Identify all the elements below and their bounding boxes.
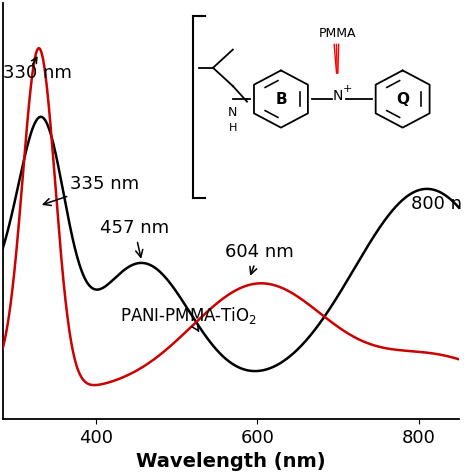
Text: 457 nm: 457 nm <box>100 219 169 257</box>
Text: 335 nm: 335 nm <box>44 175 139 206</box>
Text: 604 nm: 604 nm <box>225 243 294 274</box>
Text: 800 n: 800 n <box>411 194 462 212</box>
X-axis label: Wavelength (nm): Wavelength (nm) <box>136 452 326 471</box>
Text: PANI-PMMA-TiO$_2$: PANI-PMMA-TiO$_2$ <box>120 305 257 331</box>
Text: 330 nm: 330 nm <box>3 64 72 82</box>
